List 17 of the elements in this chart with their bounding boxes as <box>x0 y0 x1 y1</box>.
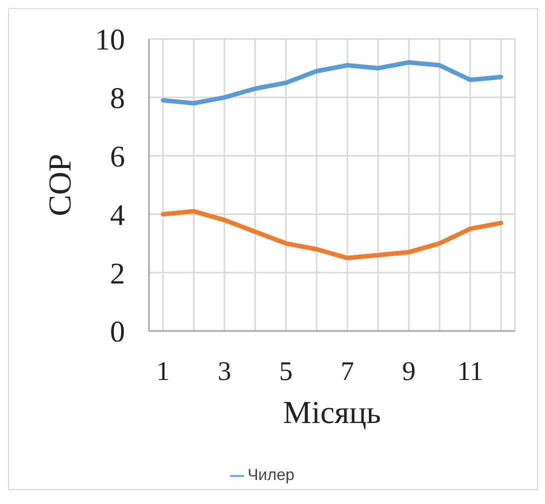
x-tick-label: 7 <box>340 356 354 386</box>
line-series <box>160 209 504 260</box>
x-tick-label: 1 <box>156 356 170 386</box>
y-tick-label: 2 <box>110 257 125 290</box>
x-tick-label: 5 <box>279 356 293 386</box>
y-axis-title: COP <box>41 154 78 216</box>
y-tick-label: 0 <box>110 316 125 349</box>
y-tick-label: 10 <box>95 24 125 57</box>
y-tick-label: 4 <box>110 198 125 232</box>
line-series <box>160 60 504 106</box>
x-tick-label: 9 <box>402 356 416 386</box>
y-tick-label: 6 <box>110 140 125 174</box>
legend-label: Чилер <box>248 467 294 484</box>
y-tick-label: 8 <box>110 82 125 116</box>
x-tick-label: 3 <box>218 356 232 386</box>
x-axis-title: Місяць <box>283 394 381 430</box>
x-tick-label: 11 <box>457 356 484 386</box>
